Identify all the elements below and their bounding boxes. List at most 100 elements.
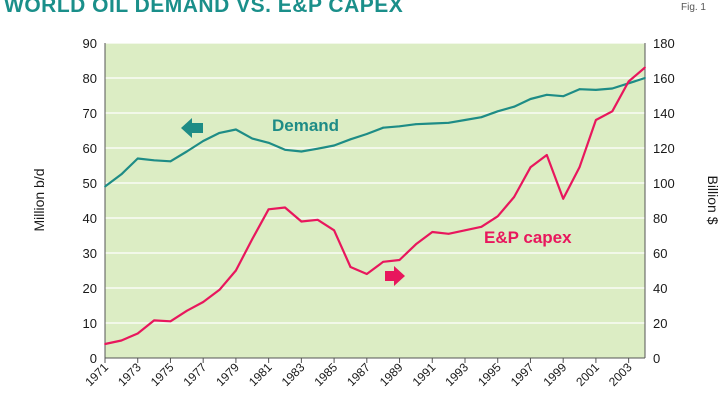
demand-data-point bbox=[447, 121, 450, 124]
demand-data-point bbox=[235, 128, 237, 131]
left-axis-ticks: 0 10 20 30 40 50 60 70 80 90 bbox=[83, 36, 97, 366]
capex-data-point bbox=[120, 339, 123, 342]
capex-data-point bbox=[545, 154, 548, 156]
capex-data-point bbox=[185, 309, 188, 312]
capex-data-point bbox=[235, 269, 237, 272]
demand-data-point bbox=[398, 125, 401, 128]
capex-data-point bbox=[464, 229, 466, 232]
demand-data-point bbox=[251, 137, 254, 140]
x-axis-ticks: 1971 1973 1975 1977 1979 1981 1983 1985 1987 1989… bbox=[82, 358, 635, 389]
x-tick-label: 1973 bbox=[115, 360, 144, 389]
series-group bbox=[104, 66, 646, 346]
demand-data-point bbox=[578, 88, 581, 91]
left-axis-label: Million b/d bbox=[31, 168, 47, 231]
y2-tick-label: 120 bbox=[653, 141, 675, 156]
capex-data-point bbox=[365, 273, 368, 275]
y2-tick-label: 80 bbox=[653, 211, 667, 226]
x-tick-label: 1981 bbox=[246, 360, 275, 389]
y2-tick-label: 140 bbox=[653, 106, 675, 121]
x-tick-label: 1975 bbox=[148, 360, 177, 389]
capex-right-arrow-icon bbox=[385, 266, 405, 286]
y2-tick-label: 40 bbox=[653, 281, 667, 296]
capex-data-point bbox=[431, 231, 434, 233]
y-tick-label: 80 bbox=[83, 71, 97, 86]
capex-data-point bbox=[447, 232, 450, 235]
capex-data-point bbox=[333, 229, 335, 232]
capex-data-point bbox=[169, 320, 172, 323]
demand-data-point bbox=[545, 93, 548, 96]
right-axis-ticks: 0 20 40 60 80 100 120 140 160 180 bbox=[653, 36, 675, 366]
x-tick-label: 1971 bbox=[82, 360, 111, 389]
y-tick-label: 10 bbox=[83, 316, 97, 331]
demand-data-point bbox=[300, 150, 303, 153]
y2-tick-label: 0 bbox=[653, 351, 660, 366]
capex-series-line bbox=[104, 66, 646, 346]
y-tick-label: 90 bbox=[83, 36, 97, 51]
demand-data-point bbox=[104, 185, 106, 188]
capex-data-point bbox=[644, 66, 646, 69]
capex-data-point bbox=[284, 206, 286, 209]
x-tick-label: 1999 bbox=[541, 360, 570, 389]
x-tick-label: 1979 bbox=[213, 360, 242, 389]
capex-data-point bbox=[251, 238, 254, 240]
demand-data-point bbox=[136, 157, 139, 160]
capex-data-point bbox=[562, 197, 565, 200]
demand-left-arrow-icon bbox=[181, 118, 203, 138]
y-tick-label: 50 bbox=[83, 176, 97, 191]
y-tick-label: 40 bbox=[83, 211, 97, 226]
y2-tick-label: 160 bbox=[653, 71, 675, 86]
capex-data-point bbox=[415, 243, 417, 246]
capex-data-point bbox=[578, 166, 581, 169]
demand-data-point bbox=[529, 98, 532, 100]
demand-data-point bbox=[185, 150, 188, 153]
y2-tick-label: 100 bbox=[653, 176, 675, 191]
demand-data-point bbox=[365, 133, 368, 135]
chart-title: WORLD OIL DEMAND VS. E&P CAPEX bbox=[4, 0, 404, 17]
demand-data-point bbox=[382, 126, 385, 129]
y-tick-label: 20 bbox=[83, 281, 97, 296]
demand-data-point bbox=[169, 160, 172, 163]
capex-data-point bbox=[529, 166, 532, 169]
capex-data-point bbox=[513, 196, 515, 198]
capex-data-point bbox=[627, 80, 630, 83]
demand-data-point bbox=[513, 105, 515, 108]
y-tick-label: 0 bbox=[90, 351, 97, 366]
capex-data-point bbox=[218, 288, 221, 291]
y2-tick-label: 180 bbox=[653, 36, 675, 51]
capex-data-point bbox=[595, 119, 597, 121]
demand-data-point bbox=[464, 119, 466, 121]
demand-data-point bbox=[480, 116, 483, 119]
demand-data-point bbox=[496, 110, 499, 113]
y2-tick-label: 20 bbox=[653, 316, 667, 331]
x-tick-label: 1989 bbox=[377, 360, 406, 389]
demand-series-line bbox=[104, 76, 646, 188]
x-tick-label: 2003 bbox=[606, 360, 635, 389]
capex-data-point bbox=[300, 220, 303, 223]
x-tick-label: 1993 bbox=[442, 360, 471, 389]
grid-lines bbox=[104, 42, 646, 359]
x-tick-label: 1995 bbox=[475, 360, 504, 389]
demand-data-point bbox=[595, 89, 597, 91]
x-tick-label: 1985 bbox=[311, 360, 340, 389]
y-tick-label: 70 bbox=[83, 106, 97, 121]
demand-series-label: Demand bbox=[272, 116, 339, 135]
x-tick-label: 1977 bbox=[181, 360, 210, 389]
capex-data-point bbox=[480, 225, 483, 228]
demand-data-point bbox=[267, 141, 270, 144]
x-tick-label: 1991 bbox=[410, 360, 439, 389]
right-axis-label: Billion $ bbox=[705, 175, 720, 224]
x-tick-label: 2001 bbox=[573, 360, 602, 389]
demand-data-point bbox=[644, 77, 646, 79]
demand-data-point bbox=[431, 122, 434, 125]
demand-data-point bbox=[218, 132, 221, 134]
x-tick-label: 1987 bbox=[344, 360, 373, 389]
capex-data-point bbox=[316, 218, 319, 221]
y-tick-label: 60 bbox=[83, 141, 97, 156]
capex-series-label: E&P capex bbox=[484, 228, 572, 247]
capex-data-point bbox=[202, 301, 205, 303]
demand-data-point bbox=[611, 87, 614, 90]
demand-data-point bbox=[349, 138, 352, 141]
demand-data-point bbox=[120, 173, 123, 176]
capex-data-point bbox=[136, 332, 139, 335]
